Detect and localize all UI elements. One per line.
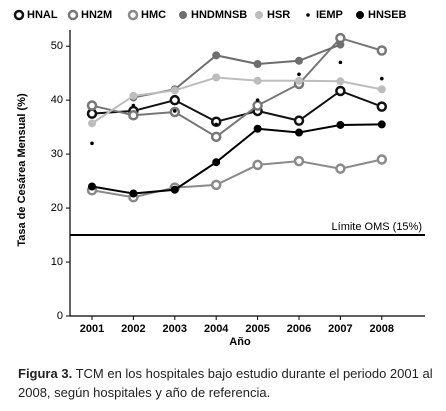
legend-marker bbox=[255, 11, 263, 19]
data-point bbox=[252, 100, 263, 111]
data-point bbox=[128, 110, 139, 121]
data-point bbox=[131, 103, 136, 108]
legend-marker bbox=[356, 11, 364, 19]
x-axis-label: Año bbox=[229, 336, 251, 348]
data-point bbox=[376, 154, 388, 165]
x-tick-label: 2003 bbox=[163, 323, 187, 335]
caption-label: Figura 3. bbox=[18, 366, 73, 381]
y-tick-label: 50 bbox=[51, 40, 63, 52]
data-point bbox=[377, 120, 386, 129]
legend-label: HNSEB bbox=[368, 9, 407, 21]
data-point bbox=[377, 85, 386, 94]
data-point bbox=[253, 59, 262, 68]
data-point bbox=[86, 108, 98, 119]
data-point bbox=[293, 155, 305, 167]
x-tick-label: 2008 bbox=[370, 323, 394, 335]
data-point bbox=[252, 159, 263, 171]
legend-label: HMC bbox=[141, 9, 166, 21]
data-point bbox=[295, 56, 303, 65]
legend-label: HNAL bbox=[27, 9, 58, 21]
legend-marker bbox=[127, 9, 139, 21]
x-tick-label: 2006 bbox=[287, 323, 311, 335]
data-point bbox=[295, 128, 303, 137]
data-point bbox=[376, 101, 388, 112]
data-point bbox=[129, 189, 138, 198]
legend-marker bbox=[67, 9, 79, 21]
data-point bbox=[293, 115, 305, 126]
data-point bbox=[170, 86, 179, 95]
y-tick-label: 10 bbox=[51, 256, 63, 268]
data-point bbox=[253, 76, 262, 85]
data-point bbox=[88, 119, 96, 128]
data-point bbox=[212, 158, 221, 167]
series-line bbox=[91, 76, 382, 125]
data-point bbox=[336, 40, 345, 49]
legend-label: HNDMNSB bbox=[191, 9, 247, 21]
series-line bbox=[91, 36, 383, 139]
y-tick-label: 30 bbox=[51, 148, 63, 160]
legend-marker bbox=[13, 9, 25, 21]
data-point bbox=[255, 98, 260, 102]
caption: Figura 3. TCM en los hospitales bajo est… bbox=[18, 364, 438, 402]
data-point bbox=[214, 122, 218, 127]
data-point bbox=[295, 76, 303, 85]
y-axis-label: Tasa de Cesárea Mensual (%) bbox=[16, 93, 28, 247]
y-tick-label: 0 bbox=[57, 310, 63, 322]
chart: Año Tasa de Cesárea Mensual (%) 0 10 20 30 4… bbox=[13, 9, 425, 348]
series-line bbox=[91, 158, 383, 199]
legend-marker bbox=[179, 11, 187, 19]
data-point bbox=[335, 163, 346, 174]
x-tick-label: 2004 bbox=[204, 323, 229, 335]
data-point bbox=[336, 77, 345, 86]
legend-label: HSR bbox=[267, 9, 290, 21]
data-point bbox=[376, 45, 388, 56]
legend-label: HN2M bbox=[81, 9, 112, 21]
series-line bbox=[91, 123, 382, 195]
series-line bbox=[91, 89, 383, 123]
data-point bbox=[173, 109, 177, 113]
y-tick-label: 40 bbox=[51, 94, 63, 106]
y-tick-label: 20 bbox=[51, 202, 63, 214]
data-point bbox=[129, 91, 138, 100]
data-point bbox=[86, 100, 98, 111]
legend-label: IEMP bbox=[316, 9, 343, 21]
data-point bbox=[380, 76, 384, 81]
legend-marker bbox=[306, 13, 310, 17]
data-point bbox=[253, 124, 262, 133]
reference-label: Límite OMS (15%) bbox=[332, 221, 422, 233]
data-point bbox=[210, 131, 222, 143]
data-point bbox=[338, 60, 343, 65]
data-point bbox=[297, 72, 301, 77]
x-tick-label: 2007 bbox=[328, 323, 352, 335]
x-tick-label: 2005 bbox=[245, 323, 269, 335]
data-point bbox=[210, 179, 222, 191]
data-point bbox=[335, 85, 346, 97]
data-point bbox=[212, 51, 221, 60]
data-point bbox=[169, 94, 181, 106]
data-point bbox=[336, 120, 345, 129]
caption-text: TCM en los hospitales bajo estudio duran… bbox=[18, 366, 433, 400]
data-point bbox=[212, 73, 221, 82]
data-point bbox=[170, 185, 179, 194]
data-point bbox=[90, 141, 94, 146]
x-tick-label: 2002 bbox=[121, 323, 145, 335]
data-point bbox=[88, 182, 96, 191]
x-tick-label: 2001 bbox=[80, 323, 104, 335]
